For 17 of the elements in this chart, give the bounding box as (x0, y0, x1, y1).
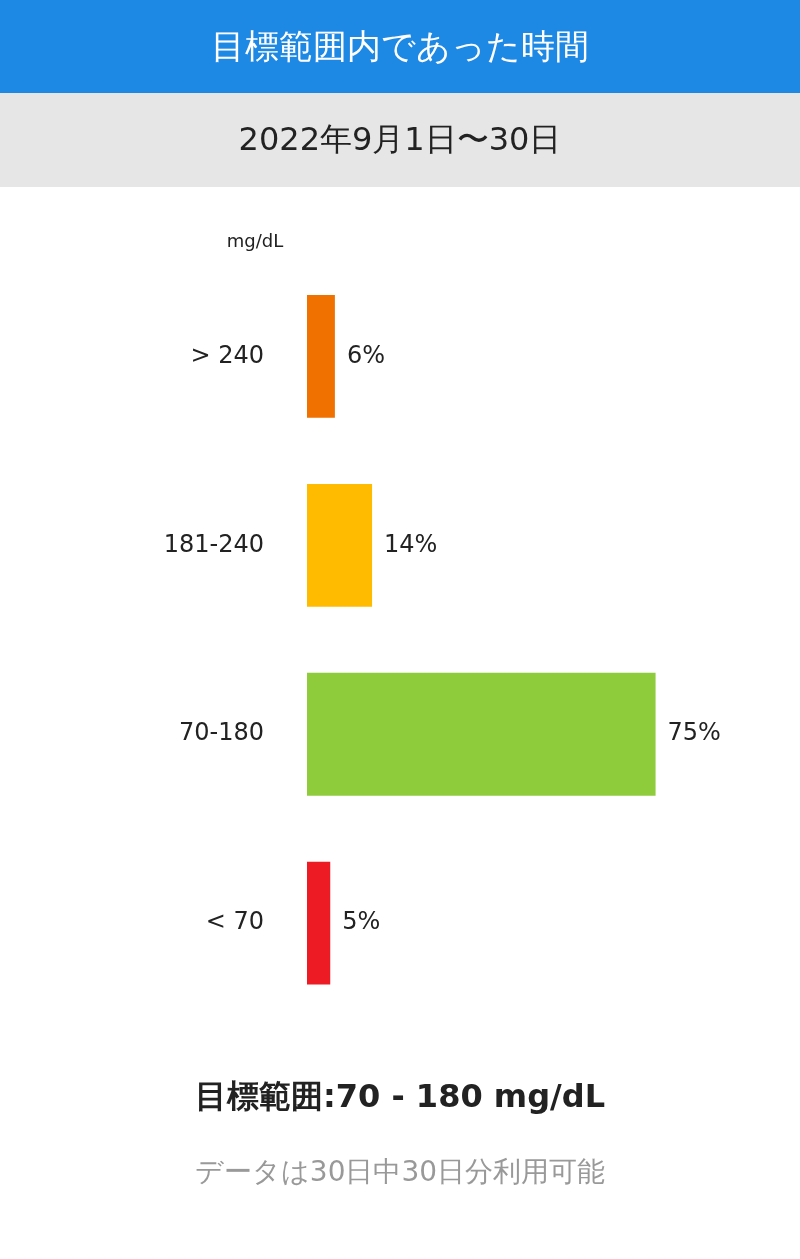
bar (307, 483, 373, 607)
bar (307, 861, 331, 985)
bar (307, 295, 335, 418)
data-label: 75% (667, 718, 721, 747)
bar (307, 672, 656, 796)
chart-title: 目標範囲内であった時間 (0, 0, 800, 93)
text: データは30日中30日分利用可能 (193, 1154, 607, 1190)
data-label: 14% (384, 529, 438, 558)
chart-subtitle: 2022年9月1日〜30日 (0, 93, 800, 187)
data-label: 6% (346, 340, 385, 369)
data-label: 5% (342, 907, 381, 936)
y-tick-label: > 240 (190, 340, 264, 369)
y-axis-title: mg/dL (226, 229, 284, 251)
text: 目標範囲:70 - 180 mg/dL (193, 1076, 607, 1117)
y-tick-label: 70-180 (178, 718, 264, 747)
y-tick-label: 181-240 (163, 529, 264, 558)
y-tick-label: < 70 (205, 907, 264, 936)
